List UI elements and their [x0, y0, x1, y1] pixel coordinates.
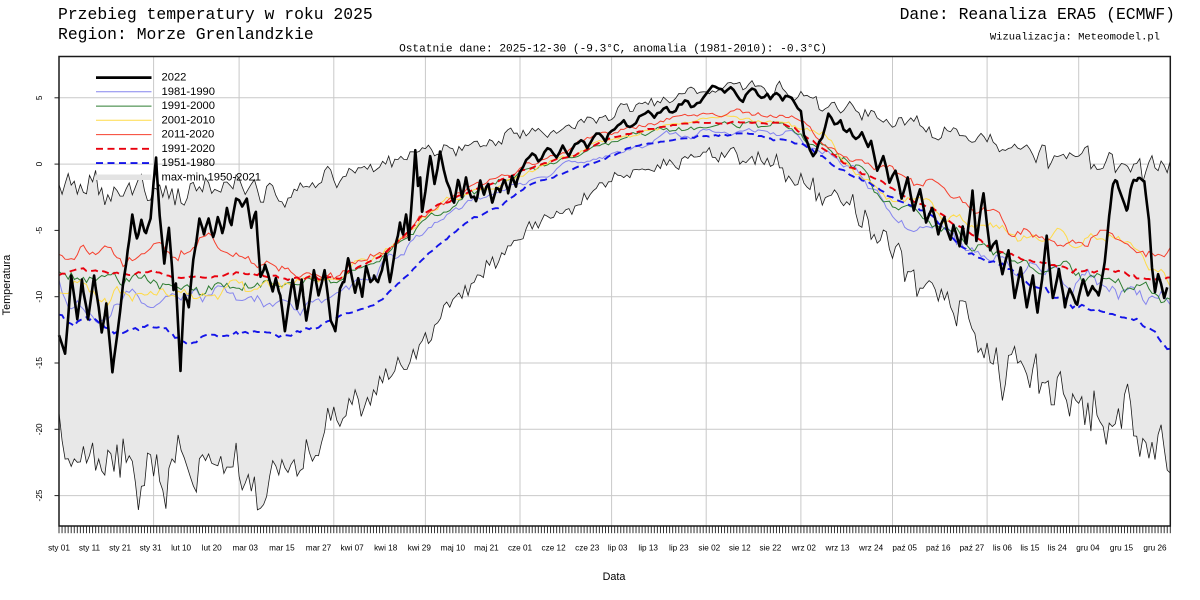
svg-text:mar 27: mar 27 — [306, 544, 332, 553]
svg-text:Dane: Reanaliza ERA5 (ECMWF): Dane: Reanaliza ERA5 (ECMWF) — [900, 5, 1175, 24]
svg-text:Temperatura: Temperatura — [1, 255, 13, 316]
svg-text:wrz 13: wrz 13 — [824, 544, 850, 553]
svg-text:Wizualizacja: Meteomodel.pl: Wizualizacja: Meteomodel.pl — [990, 32, 1160, 44]
svg-text:2001-2010: 2001-2010 — [162, 114, 216, 126]
svg-text:gru 26: gru 26 — [1143, 544, 1167, 553]
svg-text:gru 04: gru 04 — [1076, 544, 1100, 553]
svg-text:-5: -5 — [35, 226, 44, 234]
svg-text:cze 23: cze 23 — [575, 544, 600, 553]
svg-text:paź 05: paź 05 — [892, 544, 917, 553]
svg-text:Przebieg temperatury w roku 20: Przebieg temperatury w roku 2025 — [58, 5, 373, 24]
svg-text:wrz 02: wrz 02 — [791, 544, 817, 553]
svg-text:sie 22: sie 22 — [759, 544, 781, 553]
svg-text:-15: -15 — [35, 357, 44, 369]
svg-text:sty 01: sty 01 — [48, 544, 70, 553]
svg-text:kwi 07: kwi 07 — [340, 544, 364, 553]
svg-text:2011-2020: 2011-2020 — [162, 129, 215, 141]
svg-text:kwi 29: kwi 29 — [408, 544, 432, 553]
svg-text:cze 01: cze 01 — [508, 544, 533, 553]
svg-text:maj 10: maj 10 — [441, 544, 466, 553]
svg-text:1981-1990: 1981-1990 — [162, 86, 216, 98]
svg-text:-25: -25 — [35, 489, 44, 501]
svg-text:gru 15: gru 15 — [1110, 544, 1134, 553]
svg-text:lut 10: lut 10 — [171, 544, 191, 553]
svg-text:Region: Morze Grenlandzkie: Region: Morze Grenlandzkie — [58, 25, 314, 44]
svg-text:max-min 1950-2021: max-min 1950-2021 — [162, 171, 262, 183]
svg-text:maj 21: maj 21 — [474, 544, 499, 553]
svg-text:Data: Data — [603, 571, 626, 583]
svg-text:Ostatnie dane: 2025-12-30 (-9.: Ostatnie dane: 2025-12-30 (-9.3°C, anoma… — [399, 44, 827, 56]
svg-text:sty 31: sty 31 — [140, 544, 162, 553]
svg-text:lip 03: lip 03 — [608, 544, 628, 553]
svg-text:cze 12: cze 12 — [542, 544, 567, 553]
svg-text:wrz 24: wrz 24 — [858, 544, 884, 553]
svg-text:-20: -20 — [35, 423, 44, 435]
svg-text:sty 11: sty 11 — [79, 544, 101, 553]
svg-text:mar 15: mar 15 — [269, 544, 295, 553]
svg-text:1951-1980: 1951-1980 — [162, 157, 216, 169]
svg-text:paź 16: paź 16 — [926, 544, 951, 553]
svg-text:mar 03: mar 03 — [232, 544, 258, 553]
svg-text:-10: -10 — [35, 290, 44, 302]
svg-text:5: 5 — [35, 95, 44, 100]
svg-text:1991-2000: 1991-2000 — [162, 100, 216, 112]
svg-text:sty 21: sty 21 — [109, 544, 131, 553]
svg-text:kwi 18: kwi 18 — [374, 544, 398, 553]
svg-text:sie 12: sie 12 — [729, 544, 751, 553]
svg-text:0: 0 — [35, 161, 44, 166]
svg-text:sie 02: sie 02 — [698, 544, 720, 553]
svg-text:paź 27: paź 27 — [960, 544, 985, 553]
svg-text:2022: 2022 — [162, 72, 187, 84]
svg-text:lis 24: lis 24 — [1048, 544, 1068, 553]
svg-text:lis 15: lis 15 — [1020, 544, 1040, 553]
svg-text:lip 13: lip 13 — [638, 544, 658, 553]
svg-text:lis 06: lis 06 — [993, 544, 1013, 553]
svg-text:lut 20: lut 20 — [202, 544, 222, 553]
svg-text:1991-2020: 1991-2020 — [162, 143, 216, 155]
svg-text:lip 23: lip 23 — [669, 544, 689, 553]
